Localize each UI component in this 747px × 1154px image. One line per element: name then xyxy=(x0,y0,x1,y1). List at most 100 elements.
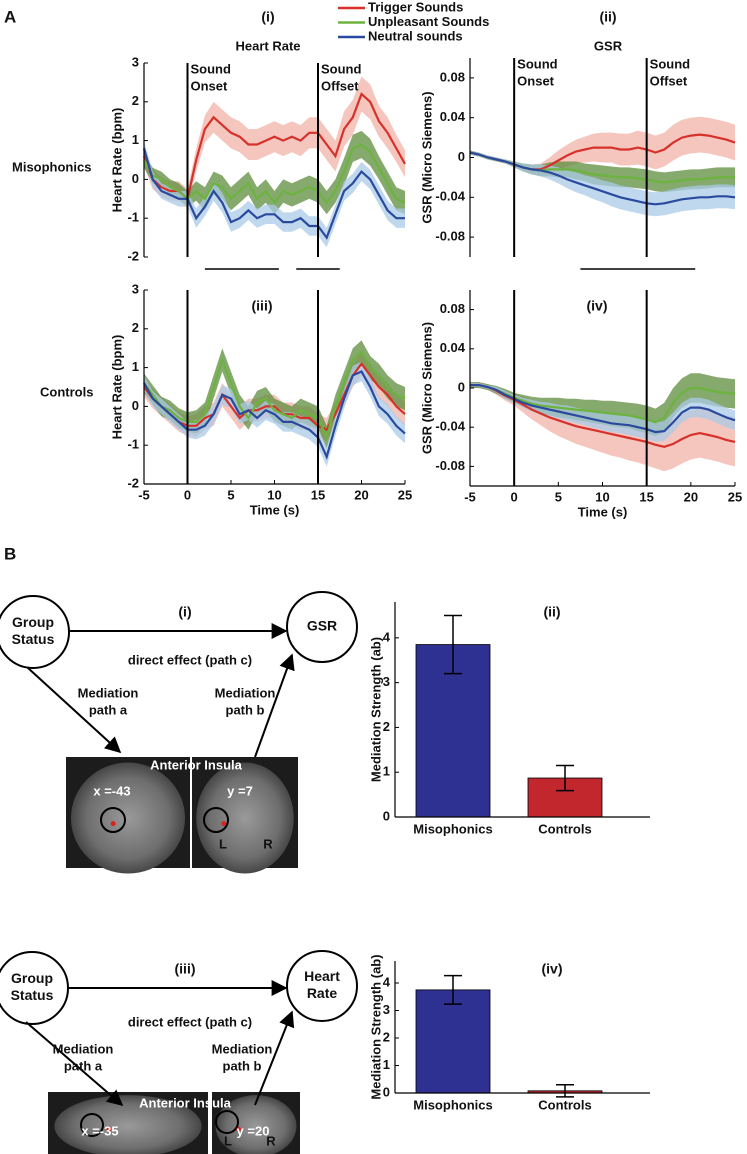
event-label: Sound xyxy=(321,61,361,76)
roi-circle xyxy=(215,1110,239,1134)
y-tick-label: 0.04 xyxy=(440,109,466,124)
node-label: Rate xyxy=(307,985,338,1001)
y-tick-label: 3 xyxy=(383,1002,390,1017)
activation xyxy=(110,821,116,827)
error-bar xyxy=(444,974,462,1005)
y-tick-label: 2 xyxy=(383,719,390,734)
y-tick-label: 0 xyxy=(132,171,139,186)
activation xyxy=(221,821,227,827)
y-tick-label: 3 xyxy=(132,54,139,69)
y-axis-label: Heart Rate (bpm) xyxy=(109,108,124,213)
event-label: Offset xyxy=(321,78,359,93)
y-tick-label: 0 xyxy=(132,398,139,413)
row-label: Controls xyxy=(40,384,93,399)
edge-label: path a xyxy=(89,702,128,717)
error-bar xyxy=(444,614,462,675)
panel-label: A xyxy=(4,7,16,26)
y-tick-label: -0.04 xyxy=(435,189,465,204)
x-tick-label: 20 xyxy=(354,487,368,502)
x-tick-label: 25 xyxy=(728,489,742,504)
x-tick-label: 5 xyxy=(227,487,234,502)
y-tick-label: 0 xyxy=(458,149,465,164)
node-label: Group xyxy=(11,970,53,986)
x-tick-label: 25 xyxy=(398,487,412,502)
bar xyxy=(415,989,491,1094)
y-tick-label: 2 xyxy=(132,320,139,335)
y-tick-label: 2 xyxy=(383,1029,390,1044)
roi-circle xyxy=(80,1113,104,1137)
y-tick-label: 0 xyxy=(383,1084,390,1099)
panel-title: (ii) xyxy=(543,604,560,620)
y-tick-label: 3 xyxy=(383,674,390,689)
event-label: Sound xyxy=(191,61,231,76)
coordinate-label: x =-43 xyxy=(93,783,130,798)
y-tick-label: 2 xyxy=(132,93,139,108)
node-label: GSR xyxy=(307,618,337,634)
event-label: Onset xyxy=(191,78,229,93)
y-tick-label: 1 xyxy=(132,359,139,374)
error-band xyxy=(470,150,735,217)
y-tick-label: 0.08 xyxy=(440,69,465,84)
edge-label: Mediation xyxy=(212,1041,273,1056)
panel-title: (iii) xyxy=(175,961,196,977)
roi-circle xyxy=(203,807,229,833)
edge-label: path b xyxy=(223,1058,262,1073)
y-tick-label: 4 xyxy=(383,629,391,644)
panel-title: (i) xyxy=(178,604,191,620)
panel-title: (iii) xyxy=(252,298,273,314)
edge-label: direct effect (path c) xyxy=(128,1014,252,1029)
x-tick-label: Controls xyxy=(538,1097,591,1112)
x-tick-label: 0 xyxy=(511,489,518,504)
arrow xyxy=(254,1010,295,1106)
edge-label: path b xyxy=(226,702,265,717)
y-tick-label: -2 xyxy=(127,248,139,263)
event-label: Sound xyxy=(517,56,557,71)
y-axis-label: Mediation Strength (ab) xyxy=(368,637,383,782)
side-label: R xyxy=(263,836,273,851)
brain-image xyxy=(215,1095,297,1154)
panel-title: (i) xyxy=(261,9,274,25)
x-tick-label: 10 xyxy=(595,489,609,504)
activation xyxy=(106,1126,112,1132)
x-tick-label: 5 xyxy=(555,489,562,504)
x-tick-label: Misophonics xyxy=(413,1097,492,1112)
panel-label: B xyxy=(4,544,16,563)
region-label: Anterior Insula xyxy=(139,1095,232,1110)
edge-label: path a xyxy=(64,1058,103,1073)
edge-label: Mediation xyxy=(53,1041,114,1056)
row-label: Misophonics xyxy=(12,159,91,174)
arrow xyxy=(254,653,295,758)
legend-label: Unpleasant Sounds xyxy=(368,14,489,29)
y-tick-label: 1 xyxy=(132,132,139,147)
legend-label: Trigger Sounds xyxy=(368,0,463,14)
x-tick-label: 0 xyxy=(184,487,191,502)
y-axis-label: GSR (Micro Siemens) xyxy=(419,322,434,454)
y-tick-label: 0 xyxy=(458,379,465,394)
node-label: Status xyxy=(11,987,54,1003)
error-band xyxy=(470,116,735,176)
brain-image xyxy=(196,762,294,874)
y-tick-label: 0.04 xyxy=(440,340,466,355)
y-tick-label: -2 xyxy=(127,475,139,490)
error-band xyxy=(144,76,405,209)
x-tick-label: Misophonics xyxy=(413,821,492,836)
y-tick-label: -0.08 xyxy=(435,229,465,244)
y-tick-label: -1 xyxy=(127,437,139,452)
y-tick-label: -1 xyxy=(127,210,139,225)
x-tick-label: -5 xyxy=(464,489,476,504)
panel-title: (iv) xyxy=(587,298,608,314)
arrow xyxy=(25,1021,124,1107)
side-label: R xyxy=(266,1133,276,1148)
x-tick-label: 20 xyxy=(684,489,698,504)
chart-title: GSR xyxy=(594,38,623,53)
y-axis-label: Heart Rate (bpm) xyxy=(109,335,124,440)
y-tick-label: 4 xyxy=(383,974,391,989)
coordinate-label: y =20 xyxy=(237,1123,270,1138)
y-tick-label: 0 xyxy=(383,808,390,823)
y-axis-label: GSR (Micro Siemens) xyxy=(419,91,434,223)
y-tick-label: -0.04 xyxy=(435,419,465,434)
edge-label: direct effect (path c) xyxy=(128,652,252,667)
error-bar xyxy=(556,1084,574,1098)
edge-label: Mediation xyxy=(215,685,276,700)
